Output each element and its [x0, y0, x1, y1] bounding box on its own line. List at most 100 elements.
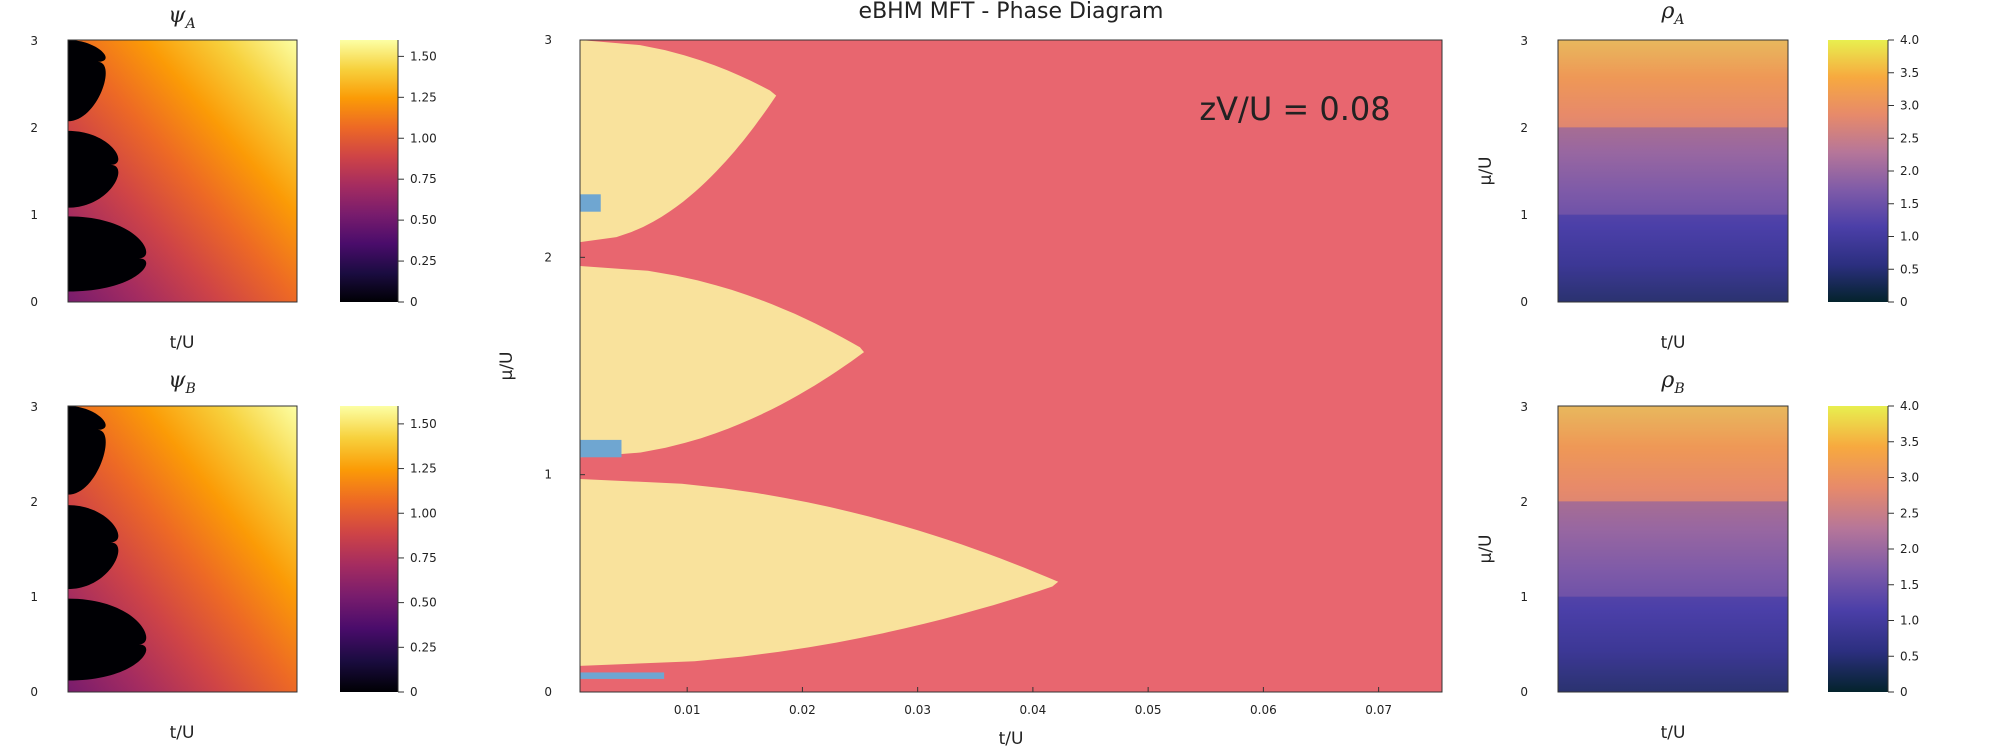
cbticks-rhoB-label-8: 4.0	[1900, 399, 1919, 413]
rho-a-colorbar-ticks: 0 0.5 1.0 1.5 2.0 2.5 3.0 3.5 4.0	[1888, 33, 1919, 309]
psi-b-heatmap-lobe-1	[68, 505, 119, 590]
rho-b-heatmap-band-0	[1558, 596, 1788, 692]
rho-a-ytick-1: 1	[1520, 208, 1528, 222]
psi-a-ytick-0: 0	[30, 295, 38, 309]
rho-a-heatmap-band-1	[1558, 127, 1788, 215]
phase-ytick-1: 1	[544, 468, 552, 482]
mott-lobes	[580, 40, 1059, 666]
rho-a-colorbar: 0 0.5 1.0 1.5 2.0 2.5 3.0 3.5 4.0	[1828, 33, 1919, 309]
rho-a-y-ticks: 0 1 2 3	[1520, 34, 1528, 309]
phase-xtick-0: 0.01	[674, 703, 701, 717]
rho-a-ylabel: μ/U	[1476, 157, 1496, 186]
mott-lobe-0	[580, 479, 1059, 666]
rho-b-xlabel: t/U	[1661, 723, 1686, 743]
cbticks-psiA-label-3: 0.75	[410, 172, 437, 186]
psi-a-heatmap-lobe-2	[68, 40, 106, 122]
phase-xtick-1: 0.02	[789, 703, 816, 717]
cbticks-rhoA-label-1: 0.5	[1900, 262, 1919, 276]
cdw-region-0	[580, 672, 665, 679]
psi-a-plot-frame	[67, 39, 298, 303]
psi-a-colorbar: 0 0.25 0.50 0.75 1.00 1.25 1.50	[340, 40, 437, 309]
rho-a-panel: ρA 0 1 2 3 t/U μ/U 0 0.5 1.0 1.5 2.0 2.5 3.0 3.…	[1476, 0, 1919, 353]
rho-a-ytick-0: 0	[1520, 295, 1528, 309]
phase-xlabel: t/U	[999, 729, 1024, 749]
phase-ytick-3: 3	[544, 33, 552, 47]
phase-xtick-2: 0.03	[904, 703, 931, 717]
rho-b-panel: ρB 0 1 2 3 t/U μ/U 0 0.5 1.0 1.5 2.0 2.5 3.0 3.…	[1476, 368, 1919, 743]
psi-a-ytick-2: 2	[30, 121, 38, 135]
rho-a-title: ρA	[1660, 0, 1684, 28]
psi-a-colorbar-ramp	[340, 40, 398, 302]
phase-x-ticks: 0.01 0.02 0.03 0.04 0.05 0.06 0.07	[674, 687, 1392, 717]
cbticks-rhoA-label-3: 1.5	[1900, 197, 1919, 211]
phase-xtick-6: 0.07	[1365, 703, 1392, 717]
phase-ytick-0: 0	[544, 685, 552, 699]
phase-y-ticks: 0 1 2 3	[544, 33, 585, 699]
rho-a-heatmap-band-0	[1558, 214, 1788, 302]
cdw-regions	[580, 194, 665, 679]
rho-b-title: ρB	[1660, 368, 1684, 397]
psi-b-heatmap-lobe-2	[68, 406, 106, 495]
cbticks-psiA-label-2: 0.50	[410, 213, 437, 227]
cbticks-psiA-label-0: 0	[410, 295, 418, 309]
cbticks-rhoA-label-5: 2.5	[1900, 131, 1919, 145]
cbticks-rhoB-label-1: 0.5	[1900, 649, 1919, 663]
psi-b-title: ψB	[168, 368, 196, 397]
rho-b-ylabel: μ/U	[1476, 535, 1496, 564]
psi-b-heatmap-lobe-0	[68, 598, 147, 681]
cbticks-psiB-label-2: 0.50	[410, 596, 437, 610]
rho-b-plot-frame	[1557, 405, 1789, 693]
cbticks-rhoB-label-3: 1.5	[1900, 578, 1919, 592]
cbticks-psiB-label-1: 0.25	[410, 640, 437, 654]
rho-b-ytick-3: 3	[1520, 400, 1528, 414]
cbticks-rhoA-label-6: 3.0	[1900, 99, 1919, 113]
psi-a-heatmap-lobe-1	[68, 130, 119, 208]
psi-b-xlabel: t/U	[170, 723, 195, 743]
rho-b-colorbar-ramp	[1828, 406, 1888, 692]
rho-b-ytick-0: 0	[1520, 685, 1528, 699]
cbticks-psiB-label-5: 1.25	[410, 462, 437, 476]
rho-b-colorbar: 0 0.5 1.0 1.5 2.0 2.5 3.0 3.5 4.0	[1828, 399, 1919, 699]
phase-heatmap	[580, 40, 1442, 692]
psi-a-heatmap-lobe-0	[68, 216, 147, 292]
rho-b-y-ticks: 0 1 2 3	[1520, 400, 1528, 699]
psi-a-xlabel: t/U	[170, 333, 195, 353]
cbticks-rhoA-label-4: 2.0	[1900, 164, 1919, 178]
psi-a-title: ψA	[168, 3, 195, 32]
phase-xtick-4: 0.05	[1135, 703, 1162, 717]
phase-panel: eBHM MFT - Phase Diagram 0.01 0.02 0.03 0.0…	[497, 0, 1443, 749]
psi-a-ytick-3: 3	[30, 34, 38, 48]
psi-b-ytick-2: 2	[30, 495, 38, 509]
psi-b-panel: ψB 0 1 2 3 t/U 0 0.25 0.50 0.75 1.00 1.25 1.50	[30, 368, 436, 743]
rho-a-heatmap	[1558, 40, 1788, 302]
psi-b-plot-frame	[67, 405, 298, 693]
cbticks-rhoB-label-4: 2.0	[1900, 542, 1919, 556]
phase-xtick-3: 0.04	[1020, 703, 1047, 717]
psi-a-ytick-1: 1	[30, 208, 38, 222]
cbticks-psiA-label-5: 1.25	[410, 90, 437, 104]
psi-b-ytick-1: 1	[30, 590, 38, 604]
rho-b-heatmap-band-2	[1558, 406, 1788, 502]
cbticks-psiA-label-6: 1.50	[410, 49, 437, 63]
rho-a-xlabel: t/U	[1661, 333, 1686, 353]
cbticks-psiB-label-6: 1.50	[410, 417, 437, 431]
rho-b-ytick-2: 2	[1520, 495, 1528, 509]
psi-a-colorbar-ticks: 0 0.25 0.50 0.75 1.00 1.25 1.50	[398, 49, 437, 309]
rho-b-heatmap-band-1	[1558, 501, 1788, 597]
mott-lobe-1	[580, 266, 864, 458]
cdw-region-1	[580, 194, 601, 212]
rho-b-ytick-1: 1	[1520, 590, 1528, 604]
cbticks-psiB-label-3: 0.75	[410, 551, 437, 565]
psi-a-panel: ψA 0 1 2 3 t/U 0 0.25 0.50 0.75 1.00 1.25 1.50	[30, 3, 436, 353]
cbticks-rhoA-label-7: 3.5	[1900, 66, 1919, 80]
cbticks-psiA-label-1: 0.25	[410, 254, 437, 268]
psi-b-heatmap	[68, 406, 297, 692]
psi-b-colorbar: 0 0.25 0.50 0.75 1.00 1.25 1.50	[340, 406, 437, 699]
psi-b-colorbar-ramp	[340, 406, 398, 692]
cbticks-rhoB-label-2: 1.0	[1900, 614, 1919, 628]
rho-b-colorbar-ticks: 0 0.5 1.0 1.5 2.0 2.5 3.0 3.5 4.0	[1888, 399, 1919, 699]
cdw-region-2	[580, 439, 622, 458]
cbticks-rhoB-label-6: 3.0	[1900, 471, 1919, 485]
cbticks-rhoA-label-8: 4.0	[1900, 33, 1919, 47]
